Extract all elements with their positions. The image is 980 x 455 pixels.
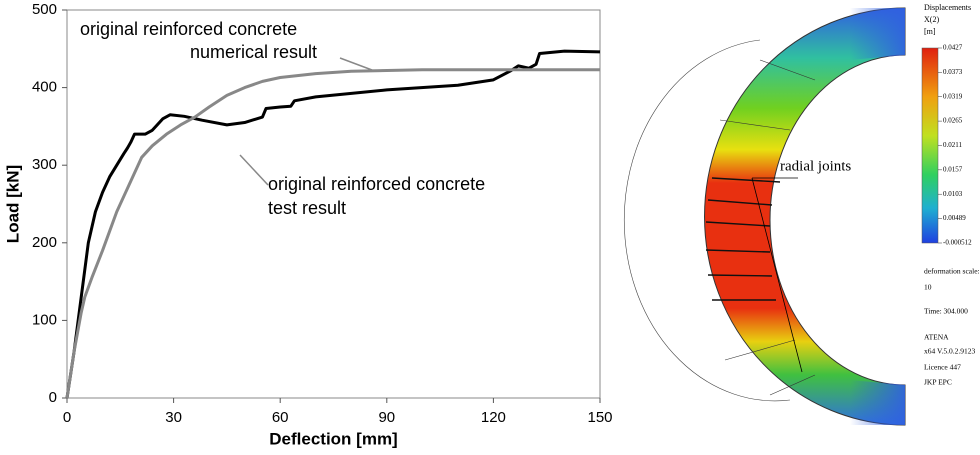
x-tick-label: 0 <box>63 409 71 426</box>
annotation: test result <box>268 198 346 218</box>
y-tick-label: 0 <box>49 389 57 406</box>
y-axis-label: Load [kN] <box>3 165 22 243</box>
legend-info: deformation scale: <box>924 267 980 276</box>
annotation: original reinforced concrete <box>80 19 297 39</box>
colorbar <box>922 48 938 243</box>
legend-info: ATENA <box>924 333 949 342</box>
colorbar-label: 0.0211 <box>943 141 962 149</box>
colorbar-label: 0.0103 <box>943 190 963 198</box>
x-tick-label: 30 <box>165 409 182 426</box>
colorbar-label: -0.000512 <box>943 239 972 247</box>
legend-title: X(2) <box>924 15 939 24</box>
colorbar-label: 0.0157 <box>943 165 963 173</box>
fem-annotation: radial joints <box>780 158 851 174</box>
y-tick-label: 200 <box>32 234 57 251</box>
legend-title: [m] <box>924 27 936 36</box>
x-axis-label: Deflection [mm] <box>269 429 397 448</box>
colorbar-label: 0.0265 <box>943 117 963 125</box>
x-tick-label: 90 <box>378 409 395 426</box>
legend-info: Licence 447 <box>924 363 961 372</box>
colorbar-label: 0.0373 <box>943 68 963 76</box>
legend-info: JKP EPC <box>924 378 952 387</box>
figure: 0 30 60 90 120 150 0 100 200 300 400 500 Deflection … <box>0 0 980 455</box>
y-tick-label: 400 <box>32 79 57 96</box>
colorbar-label: 0.00489 <box>943 214 966 222</box>
y-tick-label: 300 <box>32 156 57 173</box>
legend-info: x64 V.5.0.2.9123 <box>924 347 975 356</box>
colorbar-label: 0.0427 <box>943 44 963 52</box>
x-tick-label: 60 <box>272 409 289 426</box>
y-tick-label: 100 <box>32 311 57 328</box>
colorbar-label: 0.0319 <box>943 92 963 100</box>
legend-info: Time: 304.000 <box>924 307 968 316</box>
x-tick-label: 120 <box>481 409 506 426</box>
legend-title: Displacements <box>924 3 971 12</box>
x-tick-label: 150 <box>587 409 612 426</box>
legend-info: 10 <box>924 283 932 292</box>
annotation: numerical result <box>190 42 317 62</box>
annotation: original reinforced concrete <box>268 174 485 194</box>
y-tick-label: 500 <box>32 1 57 18</box>
